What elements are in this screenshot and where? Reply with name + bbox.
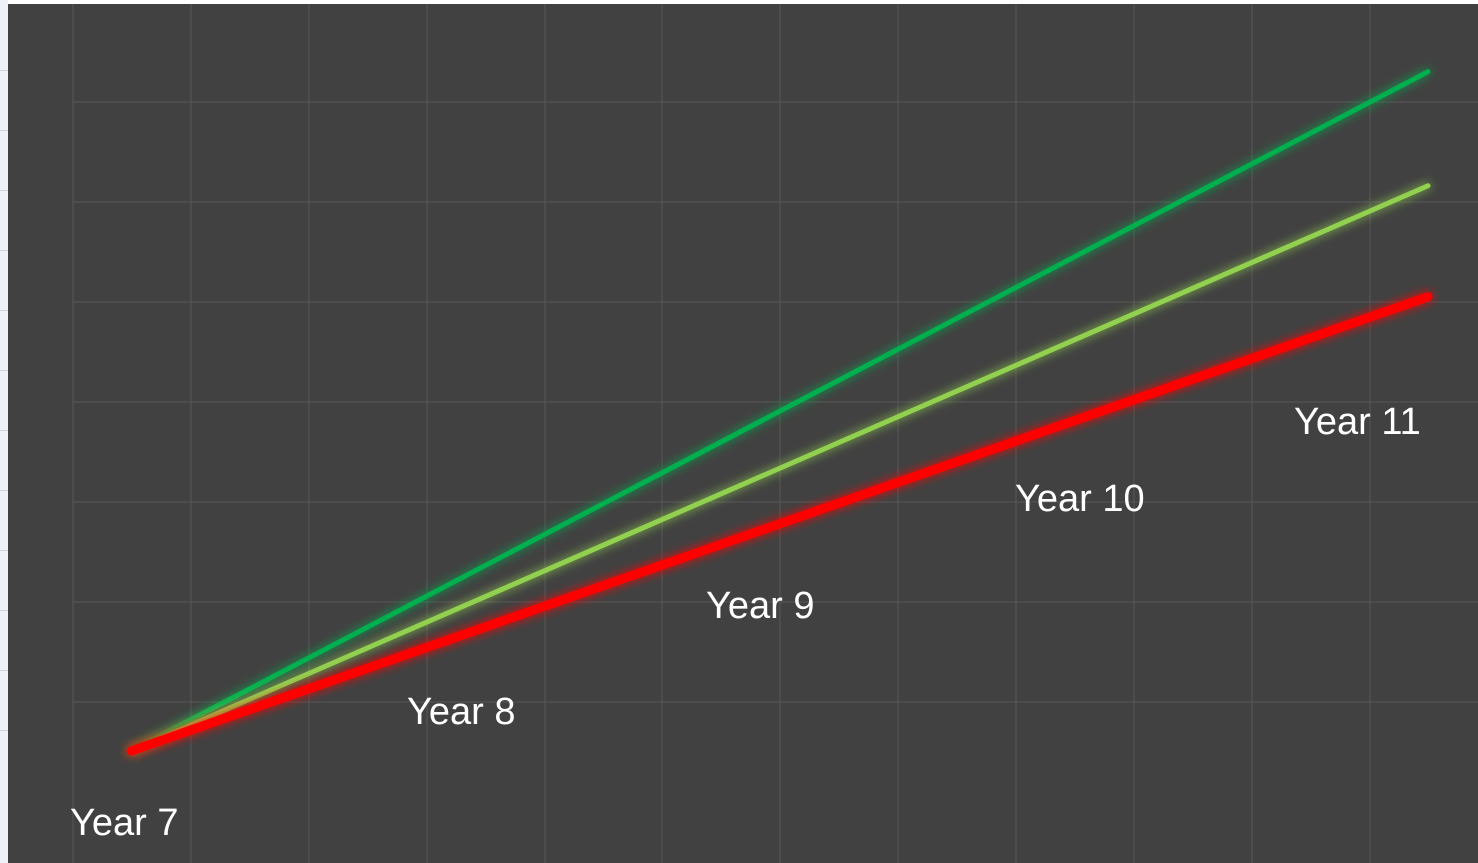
grid-lines (72, 4, 1478, 863)
year-10-label: Year 10 (1015, 478, 1145, 520)
plot-background (8, 4, 1478, 863)
year-11-label: Year 11 (1294, 401, 1421, 443)
series-line-3 (126, 292, 1433, 756)
series-line-1 (128, 69, 1431, 754)
year-7-label: Year 7 (70, 802, 179, 844)
year-9-label: Year 9 (706, 585, 815, 627)
year-8-label: Year 8 (407, 691, 516, 733)
series-line-2 (128, 183, 1431, 754)
left-edge-strip (0, 0, 8, 863)
